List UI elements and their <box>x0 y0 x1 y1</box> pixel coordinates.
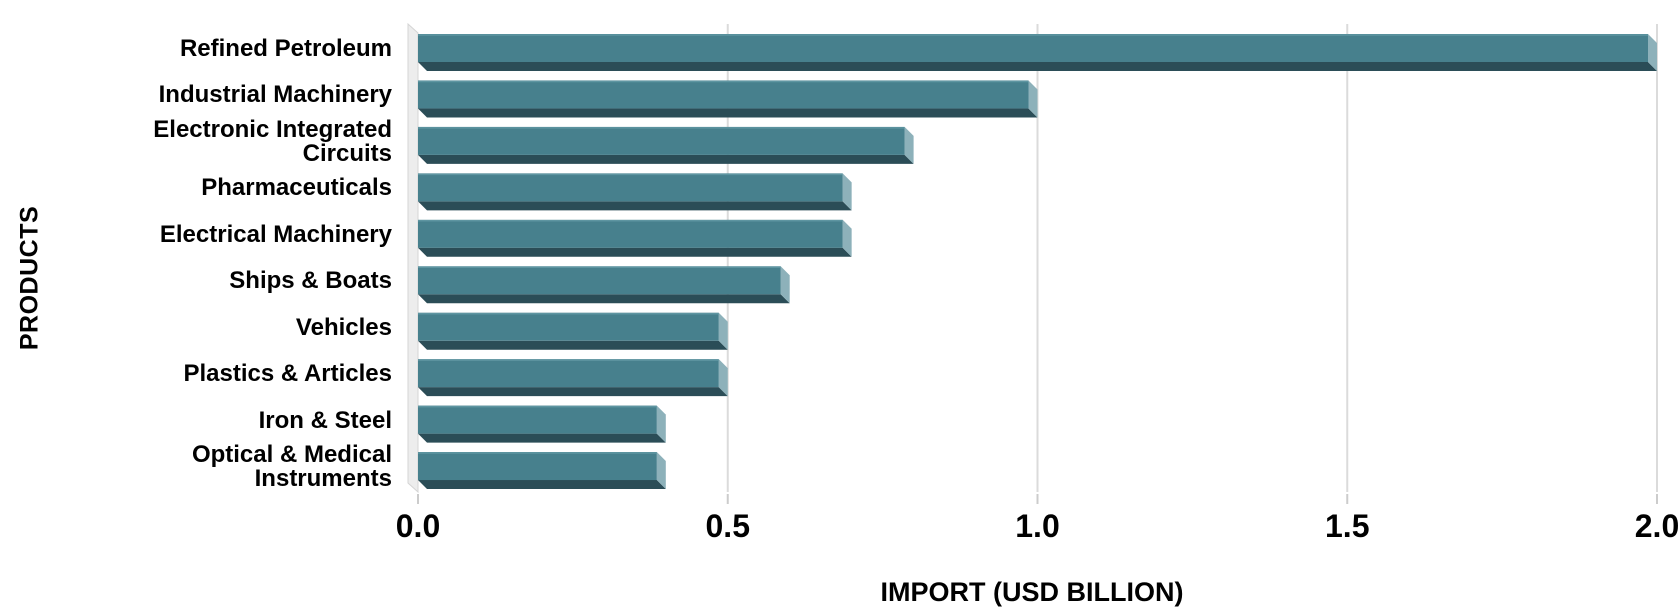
bar-front-face <box>418 173 843 202</box>
bar-side-face <box>904 126 914 164</box>
bar-front-face <box>418 405 657 434</box>
bar-bottom-face <box>418 247 852 257</box>
category-label-plastics-articles: Plastics & Articles <box>183 360 392 388</box>
bar-refined-petroleum <box>418 34 1657 71</box>
bar-front-face <box>418 452 657 481</box>
bar-electrical-machinery <box>418 219 852 257</box>
bar-industrial-machinery <box>418 80 1038 118</box>
category-label-vehicles: Vehicles <box>295 313 392 341</box>
bar-side-face <box>656 405 666 443</box>
bar-side-face <box>656 452 666 490</box>
category-label-ships-boats: Ships & Boats <box>229 267 392 295</box>
bar-bottom-face <box>418 294 790 304</box>
bar-bottom-face <box>418 340 728 350</box>
bar-side-face <box>842 173 852 211</box>
bar-optical-medical-instruments <box>418 452 666 490</box>
category-label-refined-petroleum: Refined Petroleum <box>179 35 392 62</box>
bar-front-face <box>418 266 781 295</box>
bar-ships-boats <box>418 266 790 304</box>
category-label-pharmaceuticals: Pharmaceuticals <box>201 174 392 202</box>
bar-bottom-face <box>418 108 1038 118</box>
bar-plastics-articles <box>418 359 728 397</box>
x-axis-title: IMPORT (USD BILLION) <box>880 577 1184 607</box>
bar-pharmaceuticals <box>418 173 852 211</box>
bar-front-face <box>418 359 719 388</box>
bar-side-face <box>1648 34 1657 71</box>
bar-bottom-face <box>418 480 666 490</box>
bar-electronic-integrated-circuits <box>418 126 914 164</box>
x-tick-label-1-0: 1.0 <box>1015 508 1060 544</box>
bar-bottom-face <box>418 201 852 211</box>
bar-bottom-face <box>418 154 914 164</box>
bar-bottom-face <box>418 387 728 397</box>
bar-side-face <box>780 266 790 304</box>
bar-side-face <box>1028 80 1038 118</box>
bar-front-face <box>418 219 843 248</box>
y-axis-title: PRODUCTS <box>15 205 44 351</box>
bar-front-face <box>418 34 1648 62</box>
bar-side-face <box>718 359 728 397</box>
x-tick-label-0-5: 0.5 <box>705 508 750 544</box>
bar-iron-steel <box>418 405 666 443</box>
category-label-optical-medical-instruments: Optical & Medical Instruments <box>191 441 392 493</box>
left-wall <box>407 22 419 494</box>
category-label-electrical-machinery: Electrical Machinery <box>159 220 392 248</box>
bar-front-face <box>418 80 1029 109</box>
bar-front-face <box>418 312 719 341</box>
bar-vehicles <box>418 312 728 350</box>
x-tick-label-1-5: 1.5 <box>1325 508 1370 544</box>
category-label-industrial-machinery: Industrial Machinery <box>158 81 392 109</box>
category-label-iron-steel: Iron & Steel <box>258 406 392 434</box>
bar-bottom-face <box>418 62 1657 71</box>
x-tick-label-2-0: 2.0 <box>1634 508 1680 544</box>
bar-side-face <box>842 219 852 257</box>
bar-bottom-face <box>418 433 666 443</box>
x-tick-label-0-0: 0.0 <box>395 508 441 544</box>
bar-side-face <box>718 312 728 350</box>
category-label-electronic-integrated-circuits: Electronic Integrated Circuits <box>153 115 392 167</box>
bar-front-face <box>418 126 905 155</box>
